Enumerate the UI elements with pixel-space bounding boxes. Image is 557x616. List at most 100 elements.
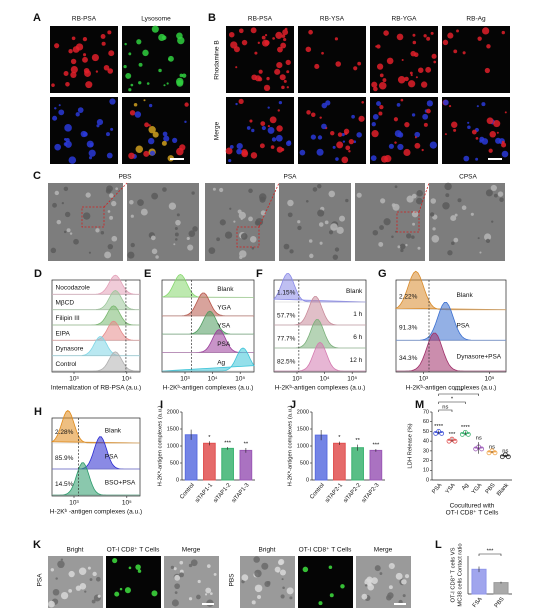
- cell: [330, 130, 335, 136]
- cell: [124, 587, 131, 594]
- cell: [279, 569, 286, 576]
- cell: [148, 126, 156, 134]
- cell: [63, 142, 68, 146]
- cell: [371, 81, 378, 88]
- cell: [377, 63, 384, 70]
- cell: [197, 579, 201, 584]
- cell: [250, 152, 258, 159]
- cell: [364, 584, 368, 587]
- cell: [412, 40, 417, 45]
- cell: [213, 572, 217, 576]
- significance: *: [338, 435, 341, 441]
- cell: [477, 36, 482, 41]
- label: 10⁴: [320, 376, 330, 383]
- cell: [109, 193, 114, 198]
- cell: [376, 101, 381, 107]
- cell: [171, 599, 179, 607]
- cell: [287, 212, 293, 218]
- cell: [52, 202, 57, 208]
- scale-bar: [394, 603, 406, 605]
- cell: [257, 41, 260, 44]
- cell: [233, 220, 236, 223]
- comparison-bracket: [478, 553, 502, 556]
- micrograph: [442, 26, 510, 93]
- cell: [192, 226, 198, 232]
- label: H-2Kᵇ -antigen complexes (a.u.): [50, 509, 142, 516]
- cell: [130, 242, 135, 248]
- cell: [60, 591, 69, 600]
- cell: [75, 43, 84, 51]
- cell: [225, 147, 233, 155]
- cell: [357, 61, 362, 66]
- cell: [84, 590, 87, 593]
- cell: [456, 29, 459, 33]
- cell: [482, 27, 490, 35]
- cell: [275, 134, 283, 142]
- comparison-bracket: [438, 393, 479, 396]
- cell: [151, 192, 159, 200]
- cell: [236, 148, 242, 155]
- cell: [174, 591, 178, 595]
- cell: [70, 71, 77, 78]
- cell: [52, 588, 60, 596]
- micrograph: [298, 556, 353, 608]
- cell: [481, 102, 486, 107]
- cell: [283, 37, 287, 42]
- cell: [374, 565, 381, 572]
- cell: [312, 187, 318, 192]
- cell: [137, 199, 144, 206]
- label: 10⁵: [347, 376, 357, 383]
- histogram-curve: [161, 273, 255, 298]
- y-tick-label: 0: [426, 477, 429, 483]
- bar: [184, 434, 198, 481]
- cell: [168, 58, 171, 61]
- cell: [283, 79, 287, 83]
- cell: [287, 199, 294, 207]
- label: Bright: [67, 547, 84, 554]
- cell: [173, 567, 177, 571]
- cell: [57, 560, 65, 569]
- cell: [266, 76, 270, 81]
- cell: [287, 140, 291, 144]
- cell: [371, 130, 379, 138]
- cell: [340, 584, 345, 589]
- cell: [119, 587, 123, 591]
- cell: [65, 82, 70, 87]
- x-tick-label: Blank: [496, 482, 510, 497]
- cell: [134, 111, 142, 118]
- cell: [330, 223, 338, 231]
- cell: [370, 155, 377, 161]
- cell: [378, 81, 387, 90]
- cell: [289, 596, 293, 600]
- y-axis-label: OT-I CD8⁺ T cells VS: [450, 547, 457, 602]
- cell: [281, 578, 284, 581]
- label: Control: [56, 361, 78, 368]
- label: Ag: [217, 360, 225, 367]
- cell: [477, 237, 480, 240]
- cell: [259, 143, 265, 149]
- scale-bar: [488, 158, 502, 160]
- cell: [66, 228, 71, 233]
- cell: [125, 72, 132, 79]
- micrograph: [106, 556, 161, 608]
- cell: [445, 193, 450, 198]
- cell: [486, 44, 491, 49]
- label: YSA: [217, 323, 231, 330]
- cell: [416, 190, 423, 197]
- cell: [366, 576, 373, 583]
- cell: [128, 88, 132, 92]
- cell: [168, 202, 177, 210]
- cell: [241, 579, 245, 584]
- cell: [276, 125, 283, 132]
- label: 10⁵: [122, 500, 132, 507]
- cell: [404, 76, 409, 82]
- cell: [489, 131, 497, 138]
- scale-bar: [202, 603, 214, 605]
- cell: [63, 230, 67, 234]
- cell: [249, 236, 257, 243]
- cell: [328, 230, 334, 235]
- cell: [334, 37, 338, 41]
- bar: [471, 568, 487, 595]
- cell: [114, 591, 120, 597]
- cell: [123, 64, 127, 69]
